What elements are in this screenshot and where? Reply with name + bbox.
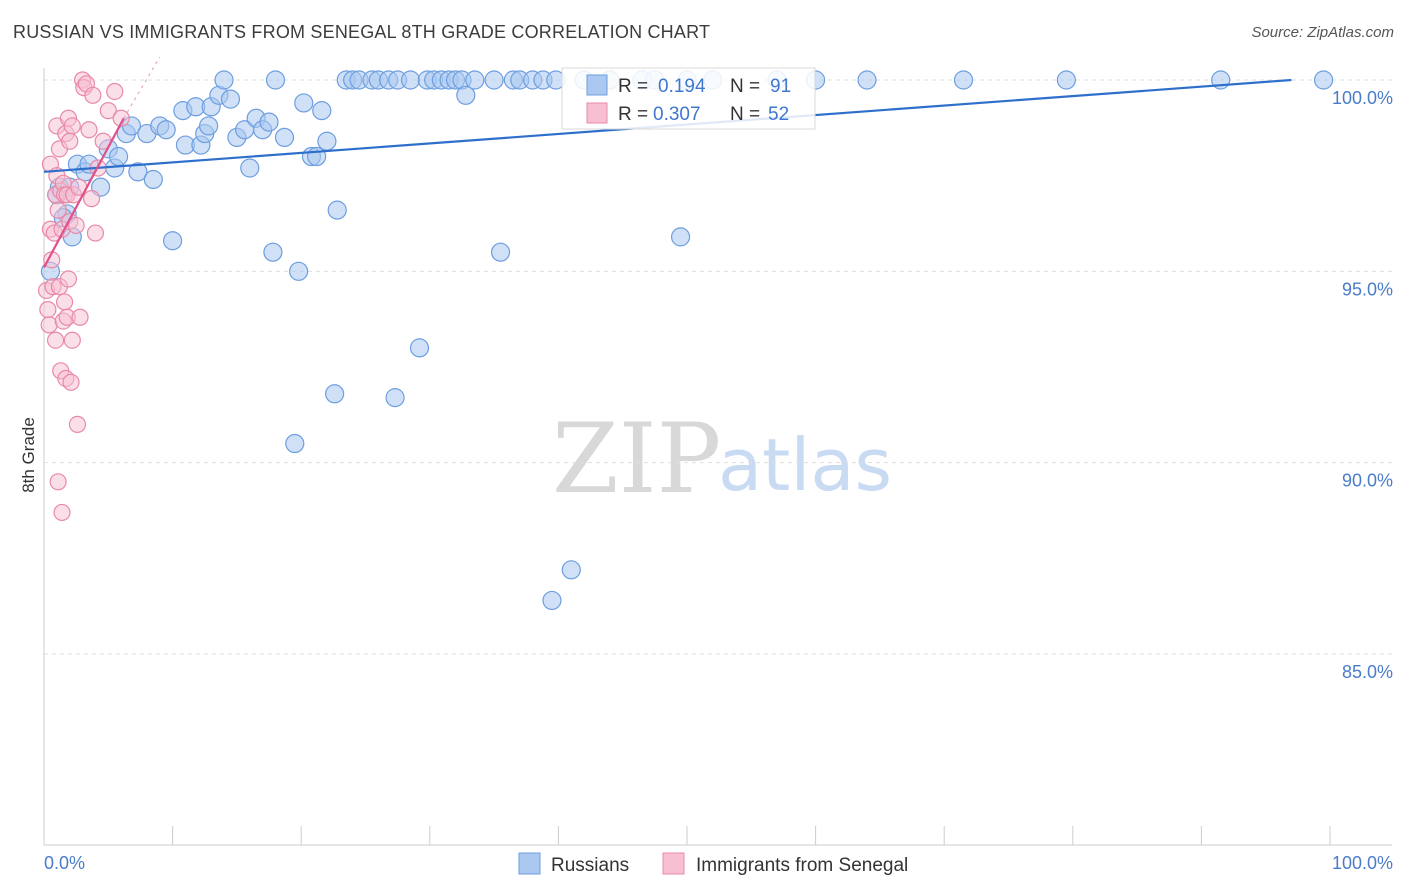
senegal-point [49,201,67,219]
legend-swatch-russians [518,852,541,875]
russians-point [561,560,581,580]
russians-point [670,227,691,247]
senegal-point [61,132,79,150]
russians-point [285,433,305,454]
legend-swatch-senegal [662,852,685,875]
watermark-atlas: atlas [718,423,892,507]
russians-point [484,70,504,90]
senegal-point [68,415,87,433]
russians-point [312,101,332,121]
russians-point [953,70,974,90]
russians-point [456,85,476,105]
russians-point [542,590,562,611]
russians-point [156,120,176,140]
stats-n-value-senegal: 52 [768,104,789,125]
bottom-legend: Russians Immigrants from Senegal [518,852,908,876]
senegal-point [62,373,80,391]
source-credit: Source: ZipAtlas.com [1251,24,1394,41]
russians-point [163,231,183,251]
stats-n-label-russians: N = [730,76,760,97]
russians-point [274,127,295,147]
y-tick-label-90: 90.0% [1342,471,1393,491]
senegal-point [106,82,124,101]
russians-point [325,384,345,404]
russians-point [265,70,286,90]
senegal-point [84,86,102,104]
senegal-point [80,121,98,139]
russians-point [327,200,347,220]
russians-point [409,338,430,358]
senegal-point [99,102,117,120]
senegal-point [82,190,101,208]
legend-label-russians: Russians [551,855,629,876]
senegal-point [59,270,78,288]
stats-swatch-russians [586,74,608,96]
russians-point [1056,70,1076,90]
senegal-point [55,293,74,311]
russians-point [240,158,260,178]
stats-r-label-senegal: R = [618,104,648,125]
russians-point [143,169,163,190]
stats-n-label-senegal: N = [730,104,760,125]
senegal-point [40,316,58,334]
y-tick-label-85: 85.0% [1342,662,1393,682]
russians-point [857,70,877,90]
russians-point [289,261,309,281]
stats-r-label-russians: R = [618,76,648,97]
russians-point [317,131,337,151]
y-tick-label-95: 95.0% [1342,279,1393,299]
x-tick-label-min: 0.0% [44,853,85,873]
senegal-point [53,503,71,522]
legend-label-senegal: Immigrants from Senegal [696,855,908,876]
x-tick-labels: 0.0% 100.0% [44,853,1393,873]
russians-point [263,242,283,262]
russians-points [40,70,1334,611]
senegal-point [46,331,65,349]
y-axis-title: 8th Grade [19,417,38,493]
senegal-point [112,109,130,127]
senegal-point [63,331,81,349]
x-tick-label-max: 100.0% [1332,853,1393,873]
watermark-zip: ZIP [552,403,721,515]
russians-point [294,93,314,113]
senegal-points [37,71,130,522]
senegal-trend-line [43,117,125,269]
senegal-trend-extension [123,56,161,119]
stats-legend: R = 0.194 N = 91 R = 0.307 N = 52 [561,67,816,130]
stats-n-value-russians: 91 [770,76,791,97]
stats-r-value-senegal: 0.307 [653,104,701,125]
senegal-point [71,308,89,326]
russians-point [108,146,129,167]
russians-point [259,112,279,132]
russians-point [490,242,511,262]
russians-point [400,70,421,90]
senegal-point [39,301,57,319]
russians-point [1313,70,1334,90]
russians-point [214,70,234,90]
russians-point [385,388,405,408]
stats-r-value-russians: 0.194 [658,76,706,97]
stats-swatch-senegal [586,102,608,124]
senegal-point [86,224,105,242]
axes [43,68,1392,846]
russians-point [128,162,148,182]
senegal-point [49,473,67,491]
russians-point [199,116,219,136]
russians-point [465,70,485,90]
y-tick-label-100: 100.0% [1332,88,1393,108]
senegal-point [63,117,81,135]
y-tick-labels: 85.0% 90.0% 95.0% 100.0% [1332,88,1393,682]
page-title: RUSSIAN VS IMMIGRANTS FROM SENEGAL 8TH G… [13,22,711,42]
russians-point [220,89,241,109]
senegal-point [67,216,85,235]
